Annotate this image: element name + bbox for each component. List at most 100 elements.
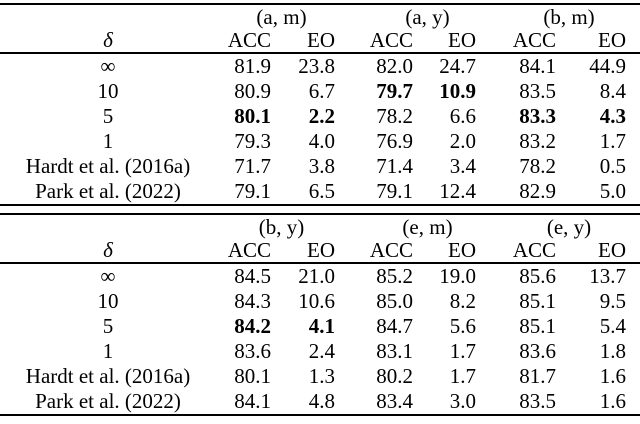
value-cell: 81.9 <box>234 54 271 78</box>
value-cell: 10.6 <box>298 289 335 313</box>
value-cell: 2.2 <box>308 104 335 128</box>
value-cell: 83.3 <box>519 104 556 128</box>
value-cell: 3.0 <box>449 389 476 413</box>
column-header: EO <box>413 239 476 264</box>
value-cell: 4.8 <box>308 389 335 413</box>
spacer-cell <box>626 129 640 154</box>
spacer-cell <box>626 104 640 129</box>
value-cell: 9.5 <box>599 289 626 313</box>
row-label: Hardt et al. (2016a) <box>25 154 191 178</box>
value-cell: 80.1 <box>234 104 271 128</box>
value-cell: 84.1 <box>519 54 556 78</box>
value-cell: 3.4 <box>449 154 476 178</box>
value-cell: 83.1 <box>376 339 413 363</box>
value-cell: 80.2 <box>376 364 413 388</box>
spacer-cell <box>626 239 640 264</box>
value-cell: 6.7 <box>308 79 335 103</box>
value-cell: 76.9 <box>376 129 413 153</box>
value-cell: 2.4 <box>308 339 335 363</box>
row-label: 10 <box>97 289 119 313</box>
value-cell: 12.4 <box>439 179 476 203</box>
row-label: 1 <box>102 129 114 153</box>
value-cell: 81.7 <box>519 364 556 388</box>
value-cell: 0.5 <box>599 154 627 178</box>
value-cell: 8.2 <box>449 289 476 313</box>
spacer-cell <box>626 289 640 314</box>
value-cell: 79.3 <box>234 129 271 153</box>
value-cell: 24.7 <box>439 54 476 78</box>
column-header: ACC <box>335 239 413 264</box>
spacer-cell <box>626 339 640 364</box>
value-cell: 4.3 <box>599 104 627 128</box>
column-header: EO <box>556 29 627 54</box>
table-row: 10 84.3 10.6 85.0 8.2 85.1 9.5 <box>0 289 640 314</box>
column-group-header: (b, y) <box>258 215 305 239</box>
table-row: Hardt et al. (2016a) 80.1 1.3 80.2 1.7 81.7 1.… <box>0 364 640 389</box>
table-row: Hardt et al. (2016a) 71.7 3.8 71.4 3.4 78.2 0.… <box>0 154 640 179</box>
value-cell: 71.7 <box>234 154 271 178</box>
spacer-cell <box>626 263 640 289</box>
table-row: 10 80.9 6.7 79.7 10.9 83.5 8.4 <box>0 79 640 104</box>
spacer-cell <box>626 79 640 104</box>
value-cell: 1.7 <box>449 339 476 363</box>
value-cell: 84.1 <box>234 389 271 413</box>
value-cell: 83.6 <box>234 339 271 363</box>
value-cell: 85.2 <box>376 264 413 288</box>
value-cell: 83.4 <box>376 389 413 413</box>
spacer-cell <box>626 4 640 29</box>
column-group-header: (a, y) <box>405 5 450 29</box>
column-header: ACC <box>196 239 271 264</box>
value-cell: 85.0 <box>376 289 413 313</box>
table-row: 1 83.6 2.4 83.1 1.7 83.6 1.8 <box>0 339 640 364</box>
value-cell: 2.0 <box>449 129 476 153</box>
column-header: EO <box>271 239 335 264</box>
value-cell: 84.2 <box>234 314 271 338</box>
value-cell: 78.2 <box>519 154 556 178</box>
value-cell: 83.5 <box>519 79 556 103</box>
column-header: ACC <box>335 29 413 54</box>
column-header: EO <box>271 29 335 54</box>
column-header: ACC <box>476 29 556 54</box>
value-cell: 3.8 <box>308 154 335 178</box>
value-cell: 85.1 <box>519 289 556 313</box>
value-cell: 84.7 <box>376 314 413 338</box>
group-header-row: (b, y) (e, m) (e, y) <box>0 214 640 239</box>
table-row: Park et al. (2022) 84.1 4.8 83.4 3.0 83.5 1.6 <box>0 389 640 415</box>
column-group-header: (b, m) <box>543 5 595 29</box>
value-cell: 85.1 <box>519 314 556 338</box>
spacer-cell <box>626 154 640 179</box>
group-header-row: (a, m) (a, y) (b, m) <box>0 4 640 29</box>
spacer-cell <box>626 364 640 389</box>
value-cell: 1.7 <box>599 129 627 153</box>
value-cell: 83.5 <box>519 389 556 413</box>
value-cell: 78.2 <box>376 104 413 128</box>
value-cell: 1.3 <box>308 364 335 388</box>
value-cell: 80.1 <box>234 364 271 388</box>
results-table-top: (a, m) (a, y) (b, m) δ ACC EO ACC EO ACC EO ∞ 81… <box>0 3 640 206</box>
table-row: Park et al. (2022) 79.1 6.5 79.1 12.4 82.9 5.0 <box>0 179 640 205</box>
table-row: ∞ 81.9 23.8 82.0 24.7 84.1 44.9 <box>0 53 640 79</box>
spacer-cell <box>626 314 640 339</box>
row-label: 5 <box>102 104 114 128</box>
value-cell: 21.0 <box>298 264 335 288</box>
delta-column-header: δ <box>0 29 196 54</box>
value-cell: 85.6 <box>519 264 556 288</box>
table-row: 5 80.1 2.2 78.2 6.6 83.3 4.3 <box>0 104 640 129</box>
value-cell: 19.0 <box>439 264 476 288</box>
corner-cell <box>0 214 196 239</box>
row-label: ∞ <box>100 264 116 288</box>
value-cell: 84.3 <box>234 289 271 313</box>
column-group-header: (e, y) <box>546 215 592 239</box>
delta-column-header: δ <box>0 239 196 264</box>
row-label: Hardt et al. (2016a) <box>25 364 191 388</box>
value-cell: 1.6 <box>599 364 626 388</box>
value-cell: 6.6 <box>449 104 476 128</box>
row-label: 1 <box>102 339 114 363</box>
value-cell: 5.6 <box>449 314 476 338</box>
column-header: EO <box>556 239 626 264</box>
value-cell: 44.9 <box>589 54 627 78</box>
value-cell: 80.9 <box>234 79 271 103</box>
value-cell: 82.9 <box>519 179 556 203</box>
table-row: 1 79.3 4.0 76.9 2.0 83.2 1.7 <box>0 129 640 154</box>
value-cell: 4.0 <box>308 129 335 153</box>
